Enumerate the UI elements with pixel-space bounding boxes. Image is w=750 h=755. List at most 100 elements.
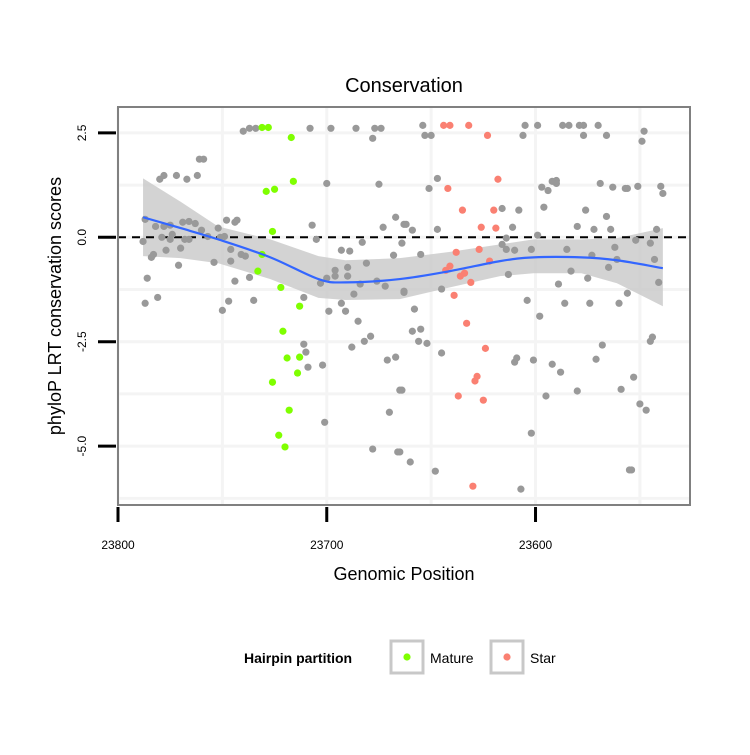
point-mature <box>285 406 293 414</box>
x-axis: 23800 23700 23600 <box>101 507 553 552</box>
point-other <box>154 293 162 302</box>
point-mature <box>268 378 277 386</box>
point-other <box>158 233 166 241</box>
y-axis-label: phyloP LRT conservation scores <box>45 177 65 435</box>
point-other <box>508 223 517 231</box>
point-other <box>348 343 356 351</box>
legend-mature-marker <box>403 653 411 661</box>
point-other <box>218 306 226 314</box>
point-other <box>185 235 193 243</box>
point-mature <box>296 302 304 310</box>
point-other <box>177 244 185 252</box>
point-star <box>458 206 467 214</box>
point-other <box>210 258 218 266</box>
point-other <box>245 273 254 281</box>
point-mature <box>268 227 277 236</box>
point-other <box>642 406 650 414</box>
point-other <box>502 245 510 254</box>
point-mature <box>283 354 291 362</box>
point-other <box>227 257 235 265</box>
point-other <box>385 408 393 416</box>
legend: Hairpin partition Mature Star <box>244 639 556 675</box>
point-other <box>304 363 312 371</box>
point-other <box>529 356 538 364</box>
point-star <box>444 184 452 193</box>
legend-label-star: Star <box>530 650 556 666</box>
point-other <box>584 274 592 282</box>
point-star <box>492 224 500 232</box>
point-other <box>383 356 391 364</box>
point-other <box>579 131 588 139</box>
point-other <box>402 220 410 228</box>
point-star <box>465 121 473 129</box>
point-other <box>573 387 581 395</box>
x-tick-label: 23600 <box>519 538 553 552</box>
point-other <box>634 182 642 190</box>
point-other <box>179 218 187 226</box>
point-other <box>398 386 406 394</box>
point-other <box>321 418 329 426</box>
point-other <box>590 225 598 233</box>
point-star <box>452 248 460 256</box>
point-other <box>143 274 151 282</box>
point-other <box>233 216 241 224</box>
point-other <box>220 232 229 241</box>
point-other <box>185 217 193 226</box>
point-other <box>523 296 531 304</box>
point-mature <box>254 267 262 275</box>
point-other <box>400 288 408 297</box>
point-other <box>596 179 604 188</box>
point-other <box>337 299 345 307</box>
point-other <box>556 368 565 376</box>
point-other <box>312 235 320 243</box>
smooth-fit-line <box>142 216 664 284</box>
point-mature <box>289 177 297 185</box>
point-other <box>425 184 433 193</box>
point-other <box>369 445 377 453</box>
x-axis-label: Genomic Position <box>333 564 474 584</box>
point-other <box>433 225 442 233</box>
point-other <box>174 261 183 269</box>
point-other <box>344 263 352 271</box>
point-other <box>392 353 400 361</box>
point-other <box>197 226 206 234</box>
point-other <box>408 226 416 234</box>
point-mature <box>281 443 289 451</box>
point-other <box>427 131 435 139</box>
point-other <box>421 131 429 139</box>
point-other <box>183 175 191 183</box>
point-star <box>467 278 475 287</box>
point-other <box>222 216 231 224</box>
point-star <box>469 482 477 490</box>
point-other <box>655 278 663 287</box>
point-other <box>650 255 659 264</box>
point-other <box>515 206 523 214</box>
point-other <box>344 272 352 280</box>
point-star <box>454 392 462 400</box>
point-other <box>640 127 648 135</box>
point-other <box>300 340 308 348</box>
point-star <box>477 223 485 231</box>
point-other <box>548 360 556 368</box>
point-other <box>538 183 546 191</box>
point-other <box>592 355 600 363</box>
point-other <box>623 289 631 297</box>
point-other <box>331 266 339 274</box>
point-other <box>567 267 575 275</box>
point-other <box>504 270 512 279</box>
point-other <box>410 305 419 313</box>
point-other <box>615 299 623 307</box>
point-star <box>471 377 479 385</box>
point-star <box>483 131 492 139</box>
point-other <box>534 121 542 129</box>
point-mature <box>287 133 295 142</box>
point-mature <box>279 327 287 335</box>
point-other <box>199 155 208 163</box>
y-axis: 2.5 0.0 -2.5 -5.0 <box>75 124 116 456</box>
x-tick-label: 23800 <box>101 538 135 552</box>
point-other <box>308 221 316 229</box>
point-other <box>646 239 654 247</box>
point-other <box>396 448 404 456</box>
point-other <box>602 212 611 221</box>
point-other <box>151 222 160 231</box>
